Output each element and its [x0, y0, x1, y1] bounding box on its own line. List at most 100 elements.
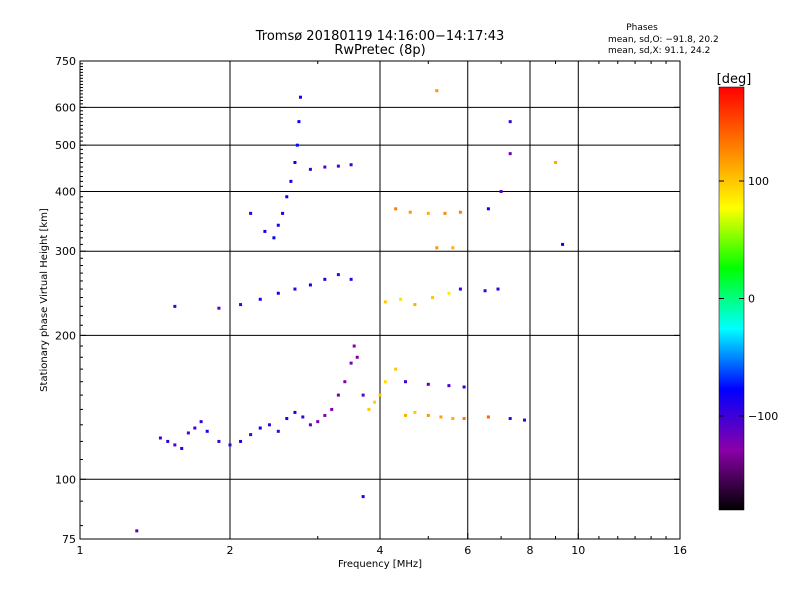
data-point — [352, 344, 356, 348]
data-point — [413, 410, 417, 414]
data-point — [301, 415, 305, 419]
data-point — [267, 423, 271, 427]
y-tick-label: 300 — [55, 245, 76, 258]
y-axis: 75 100 200 300 400 500 600 750 — [55, 55, 680, 546]
stats-heading: Phases — [626, 23, 658, 33]
data-point — [323, 277, 327, 281]
y-tick-label: 75 — [62, 533, 76, 546]
data-point — [349, 361, 353, 365]
data-point — [426, 413, 430, 417]
data-point — [180, 446, 184, 450]
data-point — [323, 165, 327, 169]
plot-area: 1 2 4 6 8 10 16 75 100 200 300 400 500 600 750 — [55, 55, 687, 557]
data-point — [199, 420, 203, 424]
data-point — [293, 410, 297, 414]
data-point — [431, 296, 435, 300]
x-tick-label: 8 — [527, 544, 534, 557]
data-point — [367, 407, 371, 411]
data-point — [361, 495, 365, 499]
data-point — [276, 291, 280, 295]
data-point — [336, 273, 340, 277]
colorbar-tick-label: 100 — [748, 175, 769, 188]
data-point — [447, 291, 451, 295]
colorbar-ticks: 100 0 −100 — [719, 175, 778, 423]
y-tick-label: 600 — [55, 101, 76, 114]
x-tick-label: 16 — [673, 544, 687, 557]
data-point — [217, 439, 221, 443]
colorbar-tick-label: −100 — [748, 410, 778, 423]
data-point — [289, 179, 293, 183]
x-tick-label: 1 — [77, 544, 84, 557]
data-point — [295, 143, 299, 147]
data-point — [336, 164, 340, 168]
data-points — [135, 89, 565, 533]
y-tick-label: 100 — [55, 473, 76, 486]
data-point — [426, 382, 430, 386]
data-point — [439, 415, 443, 419]
colorbar: [deg] 100 0 −100 — [717, 72, 778, 511]
colorbar-tick-label: 0 — [748, 293, 755, 306]
data-point — [285, 417, 289, 421]
data-point — [561, 242, 565, 246]
data-point — [193, 426, 197, 430]
y-axis-label: Stationary phase Virtual Height [km] — [39, 208, 50, 392]
data-point — [239, 303, 243, 307]
data-point — [458, 287, 462, 291]
y-tick-label: 750 — [55, 55, 76, 68]
chart-title: Tromsø 20180119 14:16:00−14:17:43 — [255, 29, 505, 44]
data-point — [258, 426, 262, 430]
data-point — [336, 393, 340, 397]
data-point — [166, 439, 170, 443]
data-point — [435, 246, 439, 250]
data-point — [435, 89, 439, 93]
data-point — [173, 304, 177, 308]
data-point — [349, 163, 353, 167]
data-point — [373, 400, 377, 404]
stats-line-x: mean, sd,X: 91.1, 24.2 — [608, 46, 710, 56]
data-point — [483, 289, 487, 293]
chart-subtitle: RwPretec (8p) — [334, 43, 425, 58]
data-point — [394, 207, 398, 211]
x-tick-label: 2 — [227, 544, 234, 557]
x-tick-label: 6 — [464, 544, 471, 557]
data-point — [458, 210, 462, 214]
data-point — [451, 246, 455, 250]
data-point — [249, 433, 253, 437]
data-point — [158, 436, 162, 440]
data-point — [496, 287, 500, 291]
x-axis: 1 2 4 6 8 10 16 — [77, 61, 687, 557]
data-point — [355, 355, 359, 359]
data-point — [553, 160, 557, 164]
data-point — [285, 195, 289, 199]
data-point — [228, 443, 232, 447]
y-tick-label: 500 — [55, 139, 76, 152]
data-point — [403, 413, 407, 417]
data-point — [186, 431, 190, 435]
data-point — [272, 236, 276, 240]
x-tick-label: 4 — [377, 544, 384, 557]
data-point — [249, 211, 253, 215]
grid-lines — [80, 61, 680, 539]
data-point — [297, 120, 301, 124]
data-point — [239, 439, 243, 443]
data-point — [486, 415, 490, 419]
data-point — [361, 393, 365, 397]
data-point — [508, 152, 512, 156]
data-point — [316, 420, 320, 424]
data-point — [323, 413, 327, 417]
x-axis-label: Frequency [MHz] — [338, 559, 422, 570]
data-point — [308, 167, 312, 171]
data-point — [451, 417, 455, 421]
y-tick-label: 200 — [55, 329, 76, 342]
data-point — [403, 380, 407, 384]
data-point — [135, 529, 139, 533]
data-point — [263, 229, 267, 233]
data-point — [281, 211, 285, 215]
stats-line-o: mean, sd,O: −91.8, 20.2 — [608, 35, 719, 45]
data-point — [378, 393, 382, 397]
data-point — [217, 306, 221, 310]
data-point — [443, 211, 447, 215]
phase-stats: Phases mean, sd,O: −91.8, 20.2 mean, sd,… — [608, 23, 719, 56]
